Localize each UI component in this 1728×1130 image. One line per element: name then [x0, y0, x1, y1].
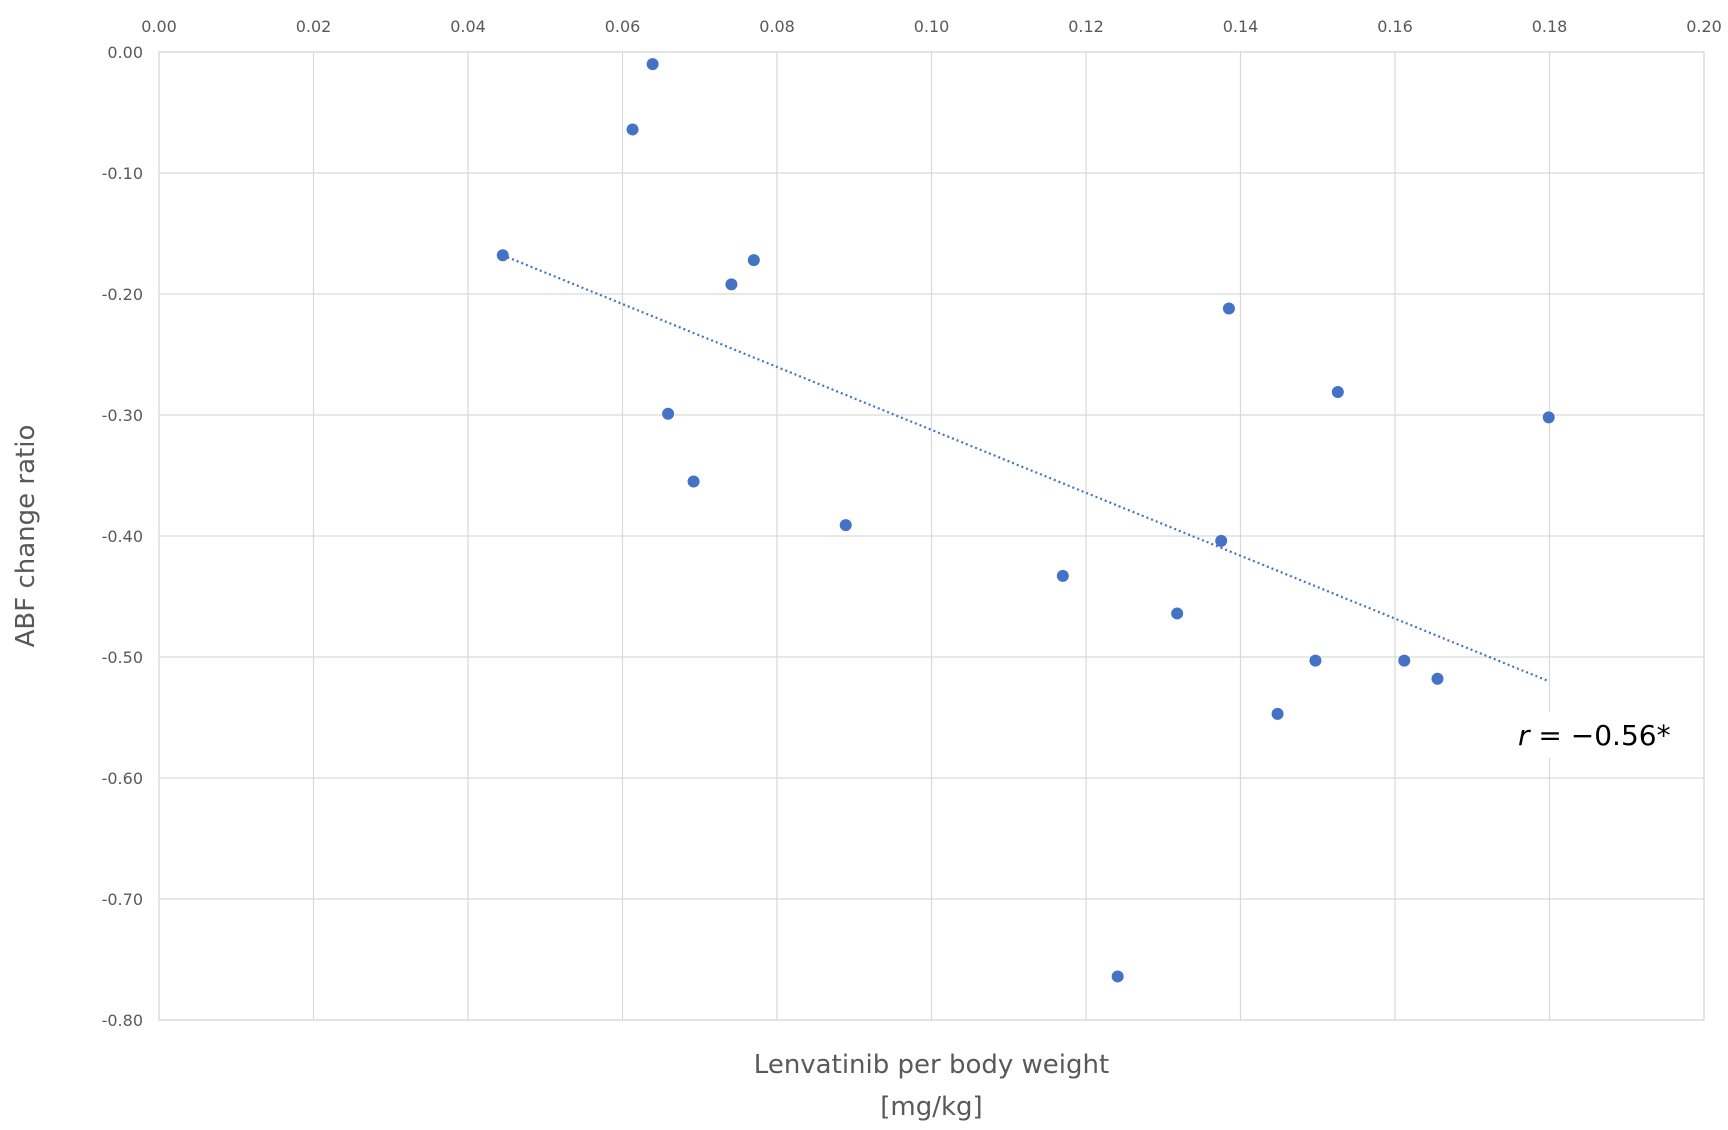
trendline — [502, 254, 1550, 683]
data-point — [725, 278, 738, 291]
data-points — [496, 58, 1555, 983]
data-point — [626, 123, 639, 136]
correlation-annotation: r = −0.56* — [1518, 719, 1671, 752]
data-point — [687, 475, 700, 488]
x-tick-label: 0.18 — [1532, 17, 1568, 36]
x-tick-label: 0.10 — [914, 17, 950, 36]
trendline-group — [502, 254, 1550, 683]
y-tick-label: 0.00 — [107, 43, 143, 62]
data-point — [1215, 534, 1228, 547]
data-point — [1222, 302, 1235, 315]
data-point — [1111, 970, 1124, 983]
y-tick-label: -0.80 — [102, 1011, 143, 1030]
x-tick-label: 0.02 — [296, 17, 332, 36]
plot-frame — [158, 51, 1705, 1021]
y-tick-label: -0.10 — [102, 164, 143, 183]
x-tick-label: 0.14 — [1223, 17, 1259, 36]
y-tick-label: -0.30 — [102, 406, 143, 425]
data-point — [1309, 654, 1322, 667]
x-tick-label: 0.08 — [759, 17, 795, 36]
annotation-r-symbol: r — [1518, 719, 1531, 752]
y-tick-labels: 0.00 -0.10 -0.20 -0.30 -0.40 -0.50 -0.60 -0.70 -… — [102, 43, 143, 1030]
data-point — [1431, 672, 1444, 685]
annotation-background — [1508, 712, 1676, 758]
data-point — [1331, 386, 1344, 399]
data-point — [839, 519, 852, 532]
y-axis-title: ABF change ratio — [11, 425, 41, 648]
data-point — [1171, 607, 1184, 620]
x-tick-labels: 0.00 0.02 0.04 0.06 0.08 0.10 0.12 0.14 0.16 0.18… — [141, 17, 1722, 36]
data-point — [1398, 654, 1411, 667]
data-point — [1271, 707, 1284, 720]
y-tick-label: -0.70 — [102, 890, 143, 909]
x-tick-label: 0.20 — [1686, 17, 1722, 36]
y-tick-label: -0.20 — [102, 285, 143, 304]
x-tick-label: 0.00 — [141, 17, 177, 36]
x-axis-unit: [mg/kg] — [880, 1092, 982, 1122]
y-tick-label: -0.60 — [102, 769, 143, 788]
data-point — [1542, 411, 1555, 424]
x-tick-label: 0.06 — [605, 17, 641, 36]
annotation-value: = −0.56* — [1530, 719, 1671, 752]
data-point — [662, 407, 675, 420]
x-tick-label: 0.04 — [450, 17, 486, 36]
data-point — [747, 254, 760, 267]
x-axis-title: Lenvatinib per body weight — [754, 1050, 1109, 1080]
y-tick-label: -0.50 — [102, 648, 143, 667]
data-point — [1056, 569, 1069, 582]
data-point — [496, 249, 509, 262]
x-tick-label: 0.12 — [1068, 17, 1104, 36]
x-tick-label: 0.16 — [1377, 17, 1413, 36]
y-tick-label: -0.40 — [102, 527, 143, 546]
data-point — [646, 58, 659, 71]
